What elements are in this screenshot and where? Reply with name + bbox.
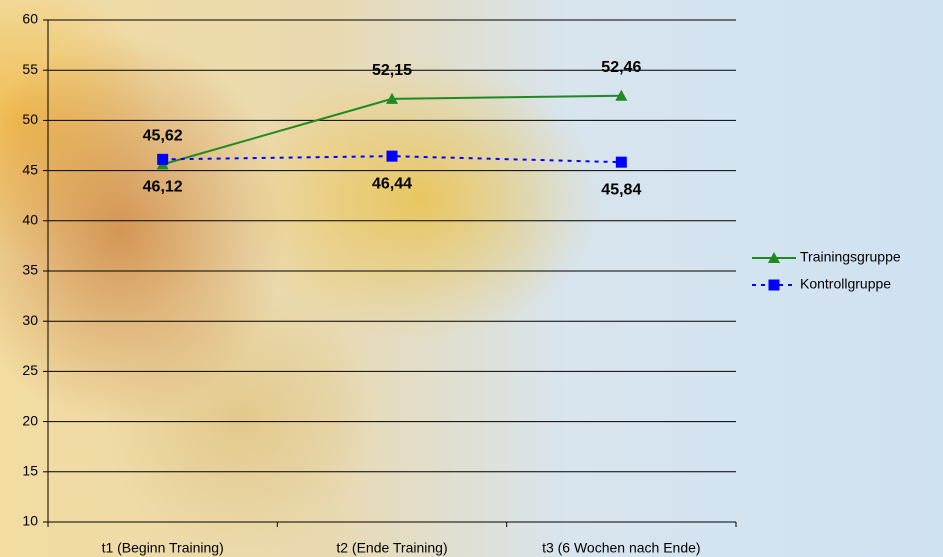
value-label: 46,12 [143,179,183,196]
y-tick-label: 55 [22,61,38,77]
y-tick-label: 30 [22,312,38,328]
y-tick-label: 60 [22,11,38,27]
y-tick-label: 15 [22,463,38,479]
legend-marker [769,280,780,291]
value-label: 45,84 [601,181,641,198]
y-tick-label: 40 [22,212,38,228]
point [616,157,627,168]
value-label: 52,15 [372,62,412,79]
x-tick-label: t3 (6 Wochen nach Ende) [542,540,701,556]
x-tick-label: t2 (Ende Training) [336,540,447,556]
y-tick-label: 25 [22,362,38,378]
x-tick-label: t1 (Beginn Training) [102,540,224,556]
point [157,154,168,165]
value-label: 52,46 [601,59,641,76]
y-tick-label: 20 [22,412,38,428]
y-tick-label: 50 [22,111,38,127]
legend-label: Kontrollgruppe [800,276,891,292]
chart: 10 15 20 25 30 35 40 45 50 55 60 t1 (Beginn Trainin… [0,0,943,557]
legend-label: Trainingsgruppe [800,249,901,265]
point [387,151,398,162]
page: {"chart_data": {"type": "line", "categor… [0,0,943,557]
value-label: 46,44 [372,175,412,192]
y-tick-label: 45 [22,161,38,177]
y-tick-label: 10 [22,513,38,529]
y-tick-label: 35 [22,262,38,278]
value-label: 45,62 [143,128,183,145]
